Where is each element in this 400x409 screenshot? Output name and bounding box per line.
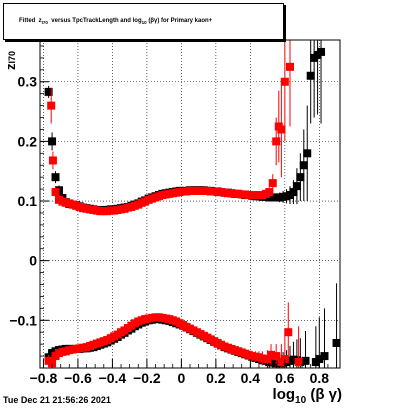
marker-1-72: [48, 359, 57, 368]
marker-1-139: [284, 328, 293, 337]
marker-1-134: [263, 355, 272, 364]
timestamp: Tue Dec 21 21:56:26 2021: [3, 395, 111, 405]
marker-0-72: [292, 182, 301, 191]
ytick-label-4: 0.3: [18, 74, 38, 90]
xtick-label-7: 0.6: [275, 370, 295, 386]
marker-1-64: [265, 188, 274, 197]
marker-0-73: [296, 173, 305, 182]
marker-0-1: [48, 137, 57, 146]
xtick-label-4: 0: [177, 370, 185, 386]
marker-0-0: [44, 87, 53, 96]
marker-0-158: [332, 338, 341, 347]
title-text: Fitted zI70 versus TpcTrackLength and lo…: [19, 17, 213, 26]
data-markers: [44, 40, 341, 368]
marker-1-69: [280, 77, 289, 86]
ytick-label-1: 0: [29, 253, 37, 269]
marker-1-0: [47, 101, 56, 110]
marker-1-65: [268, 179, 277, 188]
xtick-label-5: 0.2: [206, 370, 226, 386]
axis-ticks: [40, 45, 337, 369]
y-axis-label: zI70: [3, 50, 18, 70]
series-0: [44, 40, 341, 368]
marker-1-66: [272, 137, 281, 146]
marker-1-68: [277, 125, 286, 134]
xtick-label-8: 0.8: [310, 370, 330, 386]
ytick-label-0: −0.1: [9, 312, 37, 328]
marker-1-1: [48, 156, 57, 165]
marker-0-74: [299, 161, 308, 170]
grid-lines: [40, 40, 340, 368]
chart-title: Fitted zI70 versus TpcTrackLength and lo…: [3, 3, 284, 40]
marker-0-75: [303, 149, 312, 158]
xtick-label-6: 0.4: [241, 370, 261, 386]
marker-0-2: [51, 173, 60, 182]
marker-0-79: [317, 47, 326, 56]
marker-1-140: [294, 358, 303, 367]
marker-1-2: [51, 188, 60, 197]
xtick-label-3: −0.2: [133, 370, 161, 386]
tick-labels: −0.8 −0.6 −0.4 −0.2 0 0.2 0.4 0.6 0.8 −0.1 0 0.1 0.2…: [9, 74, 329, 386]
xtick-label-2: −0.4: [99, 370, 127, 386]
marker-1-136: [272, 352, 281, 361]
marker-1-135: [267, 350, 276, 359]
marker-0-76: [306, 71, 315, 80]
series-1: [44, 40, 303, 368]
xtick-label-0: −0.8: [30, 370, 58, 386]
marker-1-70: [286, 62, 294, 71]
ytick-label-3: 0.2: [18, 133, 38, 149]
marker-0-71: [289, 188, 298, 197]
marker-0-157: [320, 352, 329, 361]
marker-0-154: [301, 356, 310, 365]
marker-1-133: [258, 354, 267, 363]
ytick-label-2: 0.1: [18, 193, 38, 209]
xtick-label-1: −0.6: [64, 370, 92, 386]
x-axis-label: log10 (β γ): [272, 386, 342, 406]
